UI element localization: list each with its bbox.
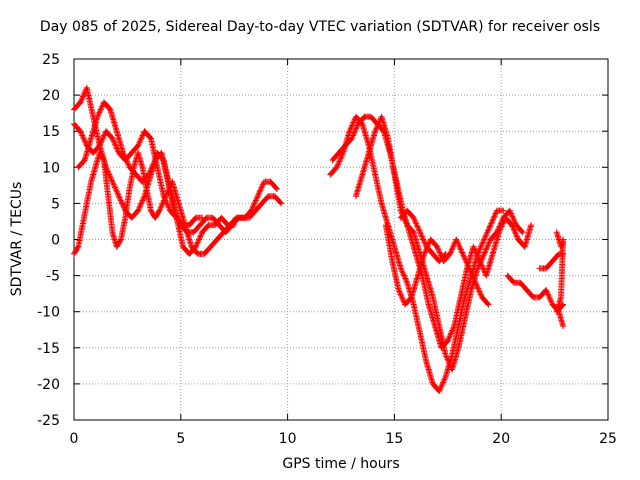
satellite-track-7-markers	[353, 113, 526, 373]
x-tick-label: 5	[176, 431, 185, 447]
satellite-track-8	[382, 222, 492, 308]
y-tick-label: 0	[51, 233, 60, 249]
satellite-track-9-markers	[397, 207, 449, 265]
y-tick-label: -5	[46, 269, 60, 285]
chart-title: Day 085 of 2025, Sidereal Day-to-day VTE…	[39, 19, 601, 35]
y-tick-label: -15	[37, 341, 60, 357]
satellite-track-1-markers	[71, 84, 238, 257]
satellite-track-10	[504, 272, 567, 330]
y-tick-label: -25	[37, 413, 60, 429]
x-tick-label: 10	[279, 431, 297, 447]
satellite-track-4-markers	[75, 99, 280, 236]
satellite-track-8-markers	[382, 222, 492, 308]
y-tick-label: -10	[37, 305, 60, 321]
satellite-track-12	[553, 229, 567, 315]
y-tick-label: 20	[42, 88, 60, 104]
x-tick-label: 15	[385, 431, 403, 447]
x-tick-label: 0	[70, 431, 79, 447]
y-tick-label: 15	[42, 124, 60, 140]
satellite-track-7	[353, 113, 526, 373]
satellite-track-1	[71, 84, 238, 257]
x-tick-label: 20	[492, 431, 510, 447]
satellite-track-10-markers	[504, 272, 567, 330]
y-axis-label: SDTVAR / TECUs	[9, 181, 25, 297]
x-axis-ticks: 0 5 10 15 20 25	[70, 59, 617, 447]
y-tick-label: -20	[37, 377, 60, 393]
satellite-track-6-markers	[329, 113, 535, 351]
satellite-track-6	[329, 113, 535, 351]
y-axis-ticks: -25 -20 -15 -10 -5 0 5 10 15 20 25	[37, 52, 608, 429]
satellite-track-9	[397, 207, 449, 265]
y-tick-label: 5	[51, 196, 60, 212]
x-tick-label: 25	[599, 431, 617, 447]
data-points	[71, 84, 567, 395]
y-tick-label: 25	[42, 52, 60, 68]
satellite-track-4	[75, 99, 280, 236]
x-axis-label: GPS time / hours	[282, 456, 400, 472]
satellite-track-12-markers	[553, 229, 567, 315]
y-tick-label: 10	[42, 160, 60, 176]
